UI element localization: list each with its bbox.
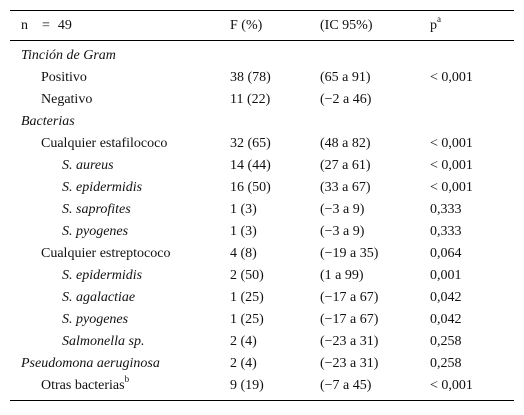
table-row: Cualquier estafilococo 32 (65) (48 a 82)… xyxy=(10,133,514,155)
row-frequency: 1 (3) xyxy=(230,224,257,239)
table-bottom-rule xyxy=(10,400,514,401)
row-label: Negativo xyxy=(41,92,93,107)
table-row: Salmonella sp. 2 (4) (−23 a 31) 0,258 xyxy=(10,331,514,353)
row-p: 0,001 xyxy=(430,268,462,283)
header-p-value: pa xyxy=(430,11,514,41)
row-ci: (1 a 99) xyxy=(320,268,364,283)
row-frequency: 14 (44) xyxy=(230,158,271,173)
table-row: S. pyogenes 1 (3) (−3 a 9) 0,333 xyxy=(10,221,514,243)
row-p: 0,042 xyxy=(430,290,462,305)
row-label: Salmonella sp. xyxy=(62,334,145,349)
row-frequency: 11 (22) xyxy=(230,92,271,107)
row-p xyxy=(430,89,514,111)
row-frequency: 9 (19) xyxy=(230,378,264,393)
row-ci: (−17 a 67) xyxy=(320,312,379,327)
row-frequency: 38 (78) xyxy=(230,70,271,85)
row-p: 0,258 xyxy=(430,334,462,349)
row-ci: (−7 a 45) xyxy=(320,378,372,393)
row-p: 0,258 xyxy=(430,356,462,371)
header-p-label: p xyxy=(430,18,437,33)
row-frequency: 32 (65) xyxy=(230,136,271,151)
row-label: Bacterias xyxy=(21,114,75,129)
header-n-value: 49 xyxy=(57,18,72,33)
row-p xyxy=(430,41,514,68)
table-row: Cualquier estreptococo 4 (8) (−19 a 35) … xyxy=(10,243,514,265)
row-frequency xyxy=(230,111,320,133)
row-label: Cualquier estreptococo xyxy=(41,246,171,261)
row-frequency: 2 (4) xyxy=(230,334,257,349)
row-ci xyxy=(320,111,430,133)
table-row: S. epidermidis 16 (50) (33 a 67) < 0,001 xyxy=(10,177,514,199)
row-ci: (−2 a 46) xyxy=(320,92,372,107)
row-ci: (27 a 61) xyxy=(320,158,371,173)
row-frequency: 2 (50) xyxy=(230,268,264,283)
row-ci: (48 a 82) xyxy=(320,136,371,151)
table-row-gram-stain: Tinción de Gram xyxy=(10,41,514,68)
row-p xyxy=(430,111,514,133)
table-top-rule xyxy=(10,10,514,11)
header-confidence-interval: (IC 95%) xyxy=(320,18,373,33)
row-ci: (−23 a 31) xyxy=(320,334,379,349)
frequency-table: n = 49 F (%) (IC 95%) pa Tinción de Gram P… xyxy=(10,11,514,400)
table-row: S. agalactiae 1 (25) (−17 a 67) 0,042 xyxy=(10,287,514,309)
row-ci: (33 a 67) xyxy=(320,180,371,195)
row-frequency: 2 (4) xyxy=(230,356,257,371)
row-frequency: 1 (25) xyxy=(230,290,264,305)
row-ci: (65 a 91) xyxy=(320,70,371,85)
table-row: S. aureus 14 (44) (27 a 61) < 0,001 xyxy=(10,155,514,177)
table-row: S. pyogenes 1 (25) (−17 a 67) 0,042 xyxy=(10,309,514,331)
row-p: < 0,001 xyxy=(430,158,473,173)
header-n-label: n xyxy=(21,18,28,33)
table-row: S. epidermidis 2 (50) (1 a 99) 0,001 xyxy=(10,265,514,287)
row-p: 0,042 xyxy=(430,312,462,327)
row-label: S. epidermidis xyxy=(62,180,143,195)
row-label-cell: Otras bacteriasb xyxy=(10,375,230,400)
row-p: < 0,001 xyxy=(430,70,473,85)
row-footnote-mark: b xyxy=(124,374,130,385)
row-p: < 0,001 xyxy=(430,180,473,195)
row-ci: (−23 a 31) xyxy=(320,356,379,371)
row-label: S. agalactiae xyxy=(62,290,136,305)
row-frequency: 1 (3) xyxy=(230,202,257,217)
table-row: Pseudomona aeruginosa 2 (4) (−23 a 31) 0… xyxy=(10,353,514,375)
table-row: Positivo 38 (78) (65 a 91) < 0,001 xyxy=(10,67,514,89)
row-p: 0,333 xyxy=(430,202,462,217)
table-row-bacteria: Bacterias xyxy=(10,111,514,133)
row-p: < 0,001 xyxy=(430,136,473,151)
row-ci xyxy=(320,41,430,68)
row-ci: (−17 a 67) xyxy=(320,290,379,305)
table-header: n = 49 F (%) (IC 95%) pa xyxy=(10,11,514,41)
row-label: S. aureus xyxy=(62,158,114,173)
row-p: 0,333 xyxy=(430,224,462,239)
row-frequency: 1 (25) xyxy=(230,312,264,327)
row-ci: (−19 a 35) xyxy=(320,246,379,261)
row-p: < 0,001 xyxy=(430,378,473,393)
row-label: Tinción de Gram xyxy=(21,48,116,63)
header-n-equals: = xyxy=(42,18,50,33)
row-ci: (−3 a 9) xyxy=(320,224,365,239)
row-frequency: 16 (50) xyxy=(230,180,271,195)
row-label: S. saprofites xyxy=(62,202,131,217)
header-frequency: F (%) xyxy=(230,18,263,33)
table-row: S. saprofites 1 (3) (−3 a 9) 0,333 xyxy=(10,199,514,221)
row-frequency xyxy=(230,41,320,68)
row-label: Pseudomona aeruginosa xyxy=(21,356,160,371)
row-label: S. pyogenes xyxy=(62,312,129,327)
table-row: Otras bacteriasb 9 (19) (−7 a 45) < 0,00… xyxy=(10,375,514,400)
row-label: S. epidermidis xyxy=(62,268,143,283)
row-label: Positivo xyxy=(41,70,87,85)
results-table: n = 49 F (%) (IC 95%) pa Tinción de Gram P… xyxy=(10,10,514,401)
header-p-footnote-mark: a xyxy=(437,14,441,25)
row-frequency: 4 (8) xyxy=(230,246,257,261)
row-label: Cualquier estafilococo xyxy=(41,136,168,151)
row-label: Otras bacterias xyxy=(41,378,125,393)
row-p: 0,064 xyxy=(430,246,462,261)
row-label: S. pyogenes xyxy=(62,224,129,239)
table-row: Negativo 11 (22) (−2 a 46) xyxy=(10,89,514,111)
header-sample-size: n = 49 xyxy=(10,11,230,41)
row-ci: (−3 a 9) xyxy=(320,202,365,217)
